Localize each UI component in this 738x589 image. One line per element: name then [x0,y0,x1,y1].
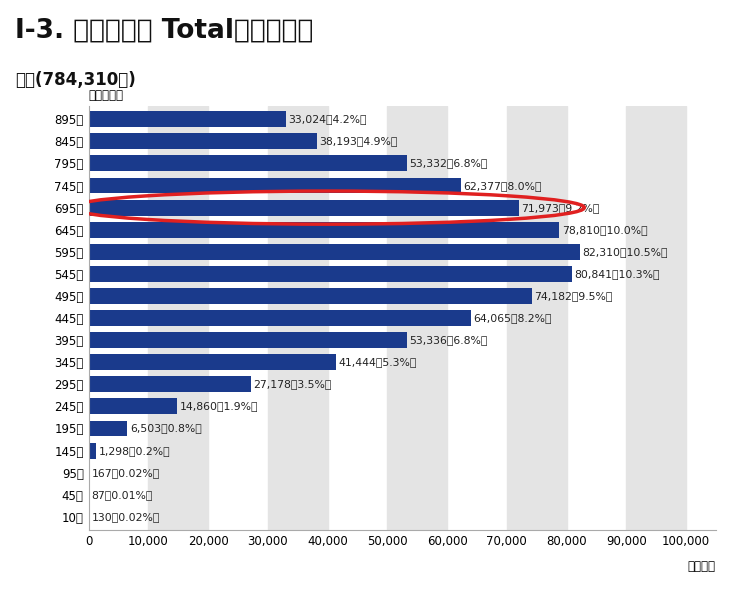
Text: 14,860（1.9%）: 14,860（1.9%） [180,402,258,411]
Text: 64,065（8.2%）: 64,065（8.2%） [474,313,552,323]
Bar [268,106,328,530]
Text: I-3. 公開テスト Totalスコア分布: I-3. 公開テスト Totalスコア分布 [15,18,313,44]
Text: 1,298（0.2%）: 1,298（0.2%） [99,446,170,455]
Bar [148,106,208,530]
Bar [89,222,559,238]
Bar [89,443,97,458]
Text: 全体(784,310人): 全体(784,310人) [15,71,136,89]
Bar [507,106,567,530]
Text: （人数）: （人数） [688,560,716,573]
Bar [89,155,407,171]
Bar [89,111,286,127]
Bar [89,421,128,436]
Text: 71,973（9.2%）: 71,973（9.2%） [521,203,599,213]
Bar [89,355,336,370]
Bar [89,244,580,260]
Bar [627,106,686,530]
Text: 87（0.01%）: 87（0.01%） [92,490,153,499]
Bar [89,200,519,216]
Bar [89,332,407,348]
Bar [89,288,532,304]
Text: 167（0.02%）: 167（0.02%） [92,468,160,478]
Bar [89,134,317,150]
Text: 62,377（8.0%）: 62,377（8.0%） [463,181,542,190]
Bar [387,106,447,530]
Text: （スコア）: （スコア） [88,89,123,102]
Text: 53,336（6.8%）: 53,336（6.8%） [410,335,488,345]
Text: 41,444（5.3%）: 41,444（5.3%） [339,358,417,367]
Text: 53,332（6.8%）: 53,332（6.8%） [410,158,488,168]
Text: 27,178（3.5%）: 27,178（3.5%） [253,379,331,389]
Text: 38,193（4.9%）: 38,193（4.9%） [319,137,398,146]
Text: 6,503（0.8%）: 6,503（0.8%） [130,423,201,434]
Bar [89,310,472,326]
Text: 80,841（10.3%）: 80,841（10.3%） [574,269,660,279]
Bar [89,178,461,193]
Text: 74,182（9.5%）: 74,182（9.5%） [534,291,613,301]
Text: 78,810（10.0%）: 78,810（10.0%） [562,225,647,234]
Text: 82,310（10.5%）: 82,310（10.5%） [583,247,668,257]
Bar [89,399,177,415]
Text: 33,024（4.2%）: 33,024（4.2%） [289,114,367,124]
Bar [89,376,251,392]
Text: 130（0.02%）: 130（0.02%） [92,512,160,522]
Bar [89,266,571,282]
